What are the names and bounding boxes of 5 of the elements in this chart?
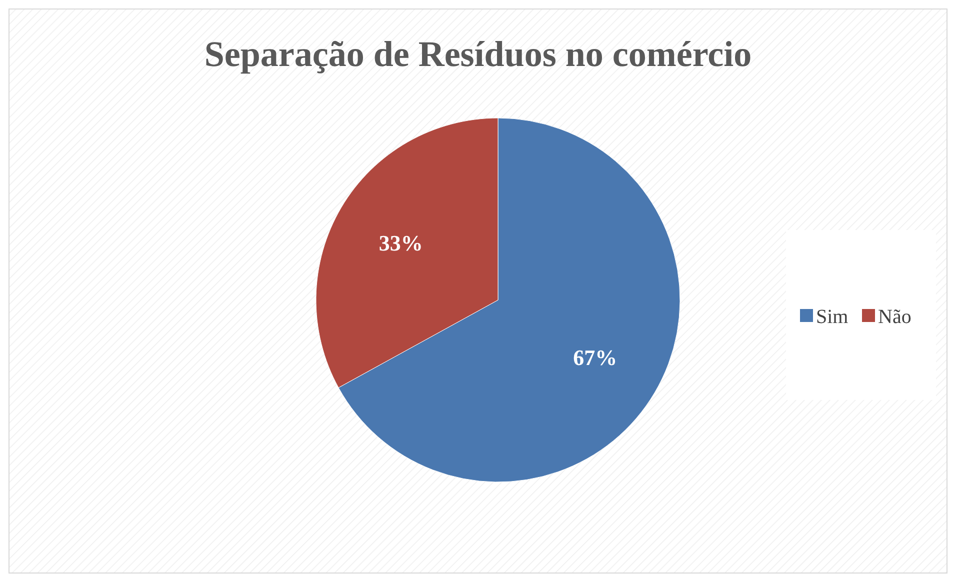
legend-label: Sim — [816, 306, 849, 328]
chart-title: Separação de Resíduos no comércio — [204, 34, 752, 74]
data-label: 33% — [378, 230, 423, 256]
legend-label: Não — [878, 306, 912, 328]
data-label: 67% — [573, 345, 618, 370]
